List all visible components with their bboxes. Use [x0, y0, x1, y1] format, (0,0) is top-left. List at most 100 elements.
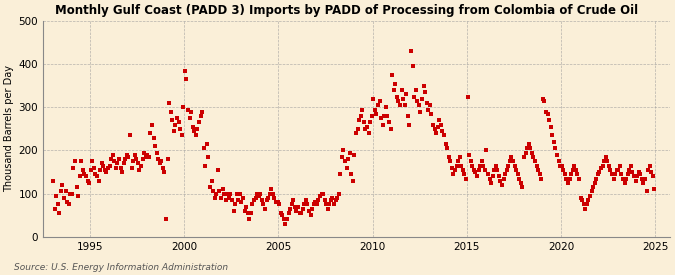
Point: [305, 213, 316, 217]
Point: [360, 127, 371, 131]
Point: [504, 159, 515, 163]
Point: [90, 172, 101, 176]
Point: [344, 150, 355, 155]
Point: [622, 172, 633, 176]
Point: [319, 198, 330, 202]
Point: [415, 109, 426, 114]
Point: [55, 189, 66, 194]
Point: [637, 176, 647, 181]
Point: [202, 142, 213, 146]
Point: [275, 211, 286, 215]
Point: [400, 103, 410, 108]
Point: [288, 198, 298, 202]
Point: [53, 202, 63, 207]
Point: [555, 163, 566, 168]
Point: [180, 68, 190, 73]
Point: [85, 168, 96, 172]
Point: [500, 172, 510, 176]
Point: [258, 202, 269, 207]
Point: [146, 122, 157, 127]
Point: [51, 194, 61, 198]
Point: [256, 198, 267, 202]
Point: [367, 114, 377, 118]
Point: [294, 211, 305, 215]
Point: [140, 155, 151, 159]
Point: [641, 189, 652, 194]
Point: [137, 157, 148, 161]
Point: [414, 103, 425, 108]
Point: [61, 200, 72, 204]
Point: [450, 168, 460, 172]
Point: [575, 196, 586, 200]
Point: [132, 161, 143, 166]
Point: [60, 189, 71, 194]
Point: [183, 107, 194, 112]
Point: [379, 114, 389, 118]
Point: [632, 174, 643, 178]
Point: [459, 172, 470, 176]
Point: [335, 172, 346, 176]
Point: [80, 174, 91, 178]
Point: [188, 125, 198, 129]
Point: [383, 120, 394, 125]
Point: [338, 148, 349, 153]
Point: [564, 176, 575, 181]
Point: [236, 200, 247, 204]
Point: [410, 88, 421, 92]
Point: [250, 196, 261, 200]
Point: [261, 198, 272, 202]
Point: [151, 150, 162, 155]
Point: [290, 204, 300, 209]
Point: [300, 198, 311, 202]
Point: [526, 150, 537, 155]
Point: [145, 131, 156, 135]
Point: [437, 129, 448, 133]
Point: [388, 88, 399, 92]
Point: [153, 157, 163, 161]
Point: [634, 172, 645, 176]
Point: [425, 103, 435, 108]
Point: [549, 140, 560, 144]
Point: [214, 189, 225, 194]
Point: [143, 155, 154, 159]
Point: [556, 163, 567, 168]
Point: [509, 163, 520, 168]
Point: [49, 207, 60, 211]
Point: [209, 196, 220, 200]
Point: [396, 88, 407, 92]
Point: [291, 209, 302, 213]
Point: [547, 133, 558, 138]
Point: [54, 211, 65, 215]
Point: [593, 172, 603, 176]
Point: [493, 174, 504, 178]
Point: [560, 172, 570, 176]
Point: [88, 166, 99, 170]
Point: [439, 133, 450, 138]
Point: [332, 196, 343, 200]
Point: [148, 135, 159, 140]
Point: [346, 172, 356, 176]
Point: [253, 194, 264, 198]
Point: [324, 202, 335, 207]
Point: [581, 202, 592, 207]
Point: [369, 107, 380, 112]
Text: Monthly Gulf Coast (PADD 3) Imports by PADD of Processing from Colombia of Crude: Monthly Gulf Coast (PADD 3) Imports by P…: [55, 4, 639, 17]
Point: [157, 166, 168, 170]
Point: [518, 155, 529, 159]
Point: [404, 122, 415, 127]
Point: [156, 159, 167, 163]
Point: [363, 131, 374, 135]
Point: [246, 211, 256, 215]
Point: [401, 92, 412, 97]
Point: [580, 207, 591, 211]
Point: [87, 159, 98, 163]
Point: [123, 155, 134, 159]
Point: [597, 163, 608, 168]
Point: [421, 101, 432, 105]
Point: [173, 120, 184, 125]
Point: [330, 198, 341, 202]
Point: [150, 144, 161, 148]
Point: [352, 127, 363, 131]
Point: [473, 168, 484, 172]
Point: [292, 204, 303, 209]
